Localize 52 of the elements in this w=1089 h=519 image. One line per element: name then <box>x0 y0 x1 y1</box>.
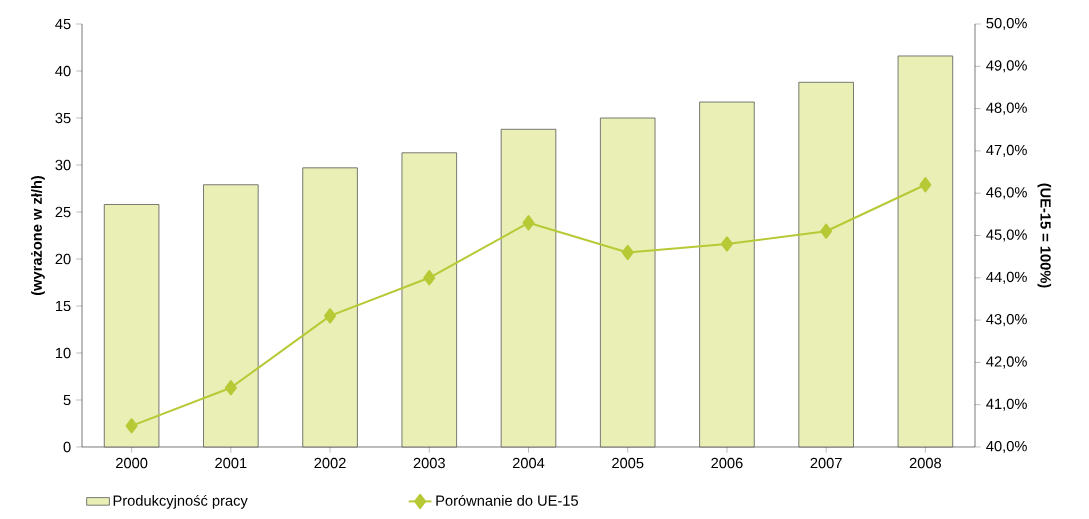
y-tick-label: 20 <box>55 253 71 265</box>
point <box>522 215 535 231</box>
bar <box>203 184 259 448</box>
y-tick-label: 40 <box>55 65 71 77</box>
point <box>919 177 932 193</box>
x-tick-label: 2000 <box>116 457 148 469</box>
point <box>423 270 436 286</box>
x-tick-label: 2004 <box>512 457 545 469</box>
y-tick-label: 15 <box>55 300 71 312</box>
y-tick-label: 5 <box>63 394 71 406</box>
point <box>621 244 634 261</box>
bar <box>798 81 854 448</box>
legend-label: Porównanie do UE-15 <box>436 494 578 506</box>
bar <box>500 128 557 448</box>
bar <box>103 204 160 448</box>
x-tick-label: 2002 <box>314 457 346 469</box>
y-tick-label: 45 <box>55 18 71 30</box>
y-tick-label: 0 <box>63 441 71 453</box>
x-tick-label: 2005 <box>612 457 644 469</box>
y-axis-title: (wyrażone w zł/h) <box>31 175 45 296</box>
y2-tick-label: 44,0% <box>986 271 1027 284</box>
y2-tick-label: 42,0% <box>986 356 1027 369</box>
point <box>720 236 733 252</box>
y2-tick-label: 48,0% <box>986 102 1027 115</box>
y2-axis-title: (UE-15 = 100%) <box>1037 183 1052 288</box>
y2-tick-label: 41,0% <box>986 398 1027 411</box>
bar <box>401 152 458 448</box>
x-tick-label: 2001 <box>215 457 247 469</box>
point <box>125 418 138 434</box>
x-tick-label: 2006 <box>711 457 743 469</box>
bar <box>897 55 954 448</box>
bar <box>699 101 755 448</box>
y2-tick-label: 43,0% <box>986 314 1027 327</box>
bar <box>599 117 656 448</box>
y2-tick-label: 40,0% <box>986 440 1027 454</box>
y-tick-label: 25 <box>55 206 71 218</box>
y-tick-label: 30 <box>55 159 71 171</box>
y-tick-label: 10 <box>55 347 71 359</box>
point <box>820 223 833 239</box>
y2-tick-label: 50,0% <box>986 17 1027 31</box>
y2-tick-label: 49,0% <box>986 60 1027 73</box>
x-tick-label: 2007 <box>810 457 842 469</box>
x-tick-label: 2008 <box>909 457 942 469</box>
y2-tick-label: 46,0% <box>986 187 1027 200</box>
y-tick-label: 35 <box>55 112 71 124</box>
point <box>224 380 237 396</box>
y2-tick-label: 45,0% <box>986 229 1027 242</box>
y2-tick-label: 47,0% <box>986 144 1027 157</box>
bar <box>302 167 358 448</box>
x-tick-label: 2003 <box>413 457 445 469</box>
point <box>324 308 337 324</box>
legend-label: Produkcyjność pracy <box>113 494 248 509</box>
